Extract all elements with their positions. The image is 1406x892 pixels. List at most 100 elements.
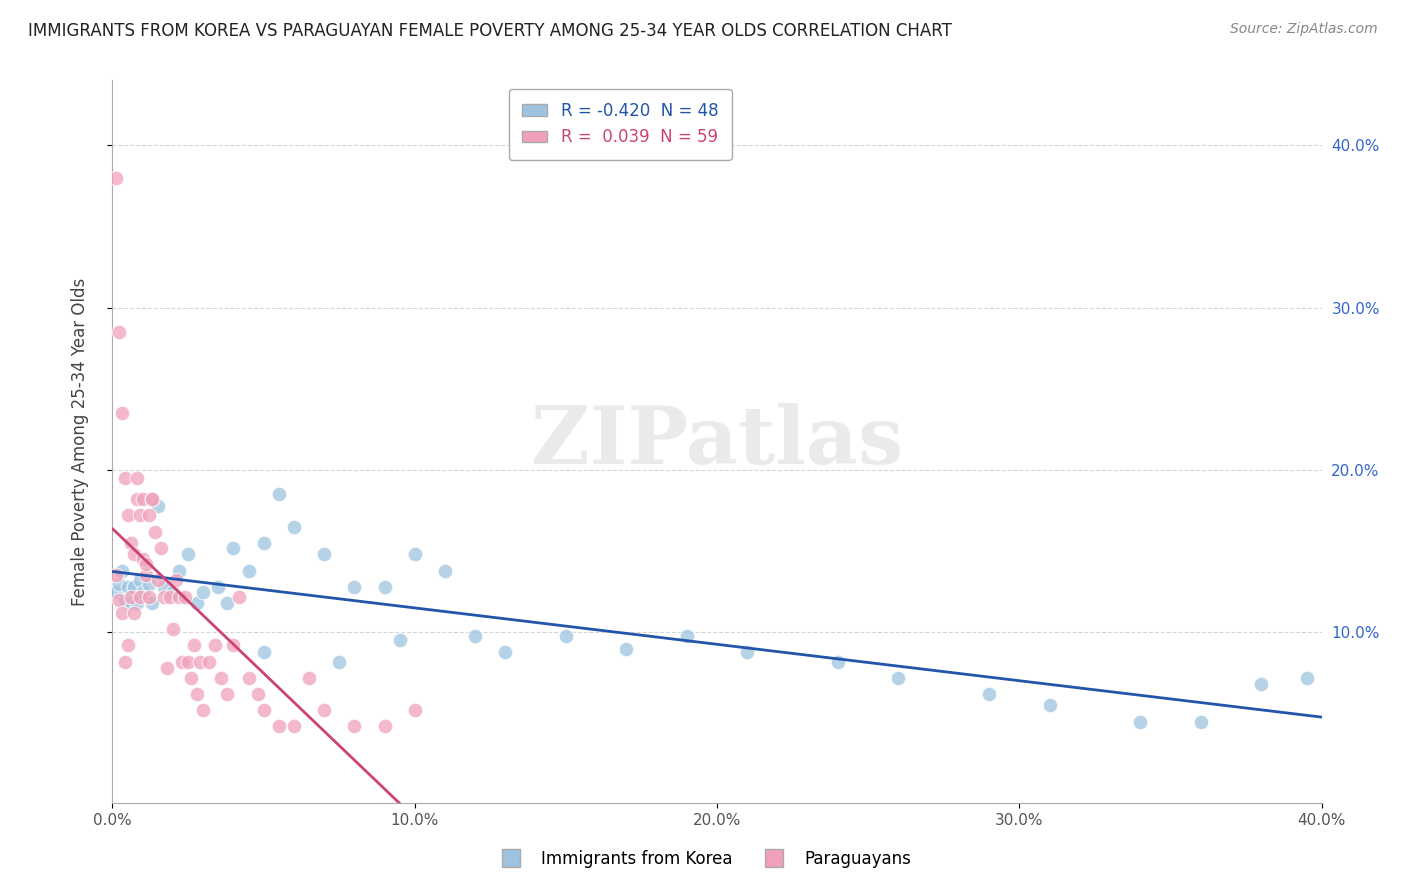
- Point: [1295, 671, 1317, 685]
- Point: [495, 645, 517, 659]
- Point: [222, 638, 245, 652]
- Point: [217, 596, 239, 610]
- Point: [114, 471, 136, 485]
- Point: [135, 568, 157, 582]
- Point: [207, 580, 229, 594]
- Point: [120, 590, 142, 604]
- Point: [132, 552, 155, 566]
- Point: [887, 671, 910, 685]
- Point: [174, 590, 197, 604]
- Point: [222, 541, 245, 555]
- Point: [162, 584, 184, 599]
- Point: [110, 606, 132, 620]
- Point: [177, 548, 200, 562]
- Point: [153, 580, 176, 594]
- Point: [125, 492, 148, 507]
- Point: [388, 633, 411, 648]
- Point: [253, 645, 276, 659]
- Point: [217, 687, 239, 701]
- Point: [675, 629, 697, 643]
- Point: [328, 655, 350, 669]
- Point: [314, 703, 336, 717]
- Y-axis label: Female Poverty Among 25-34 Year Olds: Female Poverty Among 25-34 Year Olds: [70, 277, 89, 606]
- Point: [149, 541, 172, 555]
- Point: [209, 671, 232, 685]
- Point: [107, 576, 129, 591]
- Point: [298, 671, 321, 685]
- Text: IMMIGRANTS FROM KOREA VS PARAGUAYAN FEMALE POVERTY AMONG 25-34 YEAR OLDS CORRELA: IMMIGRANTS FROM KOREA VS PARAGUAYAN FEMA…: [28, 22, 952, 40]
- Text: Source: ZipAtlas.com: Source: ZipAtlas.com: [1230, 22, 1378, 37]
- Point: [104, 170, 127, 185]
- Point: [122, 580, 145, 594]
- Point: [433, 564, 456, 578]
- Point: [186, 687, 208, 701]
- Point: [104, 584, 127, 599]
- Point: [267, 719, 290, 733]
- Point: [117, 638, 139, 652]
- Point: [146, 574, 169, 588]
- Point: [128, 590, 150, 604]
- Point: [110, 564, 132, 578]
- Point: [125, 471, 148, 485]
- Point: [128, 508, 150, 523]
- Point: [141, 596, 163, 610]
- Point: [120, 596, 142, 610]
- Point: [343, 719, 366, 733]
- Point: [110, 406, 132, 420]
- Point: [132, 584, 155, 599]
- Point: [1129, 714, 1152, 729]
- Point: [167, 564, 190, 578]
- Point: [186, 596, 208, 610]
- Point: [314, 548, 336, 562]
- Point: [1250, 677, 1272, 691]
- Point: [156, 661, 179, 675]
- Point: [117, 508, 139, 523]
- Point: [228, 590, 250, 604]
- Point: [141, 492, 163, 507]
- Point: [135, 557, 157, 571]
- Point: [374, 719, 396, 733]
- Point: [177, 655, 200, 669]
- Point: [128, 574, 150, 588]
- Point: [125, 596, 148, 610]
- Point: [827, 655, 849, 669]
- Point: [283, 719, 305, 733]
- Point: [198, 655, 221, 669]
- Text: ZIPatlas: ZIPatlas: [531, 402, 903, 481]
- Point: [170, 655, 193, 669]
- Point: [146, 499, 169, 513]
- Point: [114, 655, 136, 669]
- Point: [180, 671, 202, 685]
- Point: [616, 641, 638, 656]
- Point: [191, 703, 214, 717]
- Point: [122, 606, 145, 620]
- Point: [554, 629, 576, 643]
- Point: [120, 536, 142, 550]
- Point: [141, 492, 163, 507]
- Point: [737, 645, 759, 659]
- Point: [204, 638, 226, 652]
- Point: [138, 590, 160, 604]
- Point: [165, 574, 187, 588]
- Point: [138, 508, 160, 523]
- Point: [253, 536, 276, 550]
- Point: [343, 580, 366, 594]
- Point: [107, 592, 129, 607]
- Point: [404, 548, 426, 562]
- Point: [1038, 698, 1062, 713]
- Point: [122, 548, 145, 562]
- Point: [143, 524, 166, 539]
- Point: [1189, 714, 1212, 729]
- Point: [267, 487, 290, 501]
- Legend: Immigrants from Korea, Paraguayans: Immigrants from Korea, Paraguayans: [488, 844, 918, 875]
- Point: [162, 622, 184, 636]
- Point: [153, 590, 176, 604]
- Point: [464, 629, 486, 643]
- Point: [253, 703, 276, 717]
- Point: [238, 671, 260, 685]
- Point: [159, 590, 181, 604]
- Point: [117, 580, 139, 594]
- Point: [132, 492, 155, 507]
- Point: [167, 590, 190, 604]
- Point: [104, 568, 127, 582]
